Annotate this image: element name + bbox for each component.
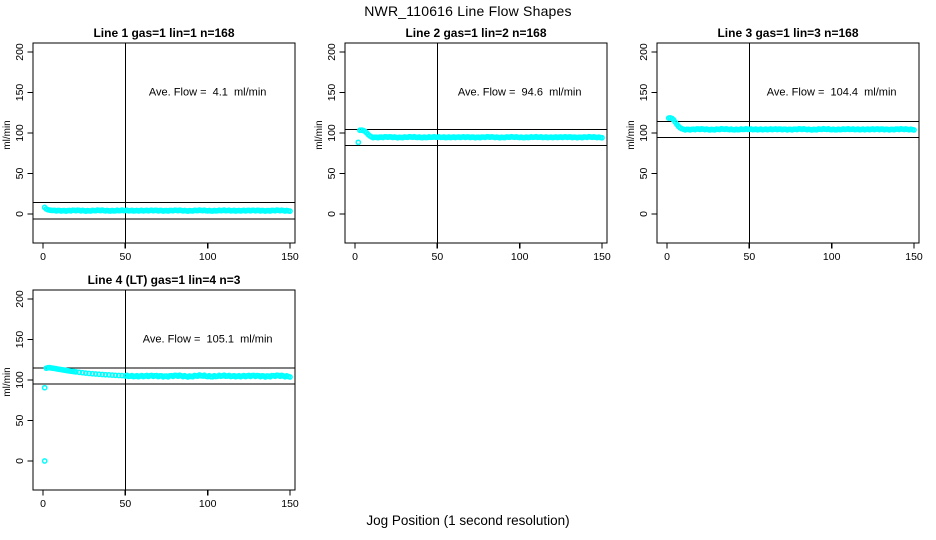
x-tick-label: 0: [352, 251, 358, 263]
x-tick-label: 150: [281, 251, 299, 263]
y-tick-label: 0: [638, 211, 650, 217]
panel-title: Line 3 gas=1 lin=3 n=168: [717, 26, 858, 40]
y-tick-label: 0: [326, 211, 338, 217]
x-tick-label: 150: [281, 498, 299, 510]
data-points: [665, 115, 917, 133]
panel-chart-1: Line 1 gas=1 lin=1 n=168 0 50 100 150 0 50 100 1…: [2, 26, 299, 263]
data-point: [79, 369, 86, 376]
y-tick-label: 50: [14, 168, 26, 180]
data-point: [106, 372, 112, 378]
x-tick-label: 50: [431, 251, 443, 263]
x-tick-label: 100: [199, 251, 217, 263]
figure-title: NWR_110616 Line Flow Shapes: [364, 3, 572, 19]
x-tick-label: 100: [199, 498, 217, 510]
y-tick-label: 50: [14, 415, 26, 427]
x-tick-label: 150: [593, 251, 611, 263]
data-point: [82, 370, 89, 376]
data-point: [911, 127, 917, 133]
data-point: [109, 372, 116, 378]
x-tick-label: 50: [119, 498, 131, 510]
data-point: [287, 374, 293, 380]
panel-title: Line 1 gas=1 lin=1 n=168: [93, 26, 234, 40]
plot-box: [32, 42, 296, 244]
plot-box: [344, 42, 608, 244]
panel-line-3: Line 3 gas=1 lin=3 n=168 0 50 100 150 0 50 100 1…: [624, 20, 936, 267]
outlier-point: [41, 384, 48, 391]
y-axis-label: ml/min: [626, 120, 637, 149]
data-point: [115, 372, 122, 379]
panel-line-4: Line 4 (LT) gas=1 lin=4 n=3 0 50 100 150 0 50 1…: [0, 267, 312, 514]
x-tick-label: 100: [511, 251, 529, 263]
y-tick-label: 150: [326, 84, 338, 102]
x-tick-label: 50: [743, 251, 755, 263]
data-point: [86, 370, 92, 377]
y-tick-label: 100: [14, 124, 26, 142]
x-tick-label: 50: [119, 251, 131, 263]
x-tick-label: 0: [40, 251, 46, 263]
y-tick-label: 0: [14, 458, 26, 464]
data-point: [112, 372, 119, 379]
y-tick-label: 50: [326, 168, 338, 180]
y-tick-label: 200: [326, 43, 338, 61]
data-point: [96, 371, 102, 378]
y-tick-label: 100: [638, 124, 650, 142]
panel-line-2: Line 2 gas=1 lin=2 n=168 0 50 100 150 0 50 100 1…: [312, 20, 624, 267]
average-flow-annotation: Ave. Flow = 104.4 ml/min: [767, 87, 897, 99]
y-tick-label: 50: [638, 168, 650, 180]
x-tick-label: 150: [905, 251, 923, 263]
x-tick-label: 100: [823, 251, 841, 263]
data-points: [41, 364, 293, 464]
outlier-point: [355, 139, 362, 146]
outlier-point: [41, 458, 48, 464]
y-tick-label: 0: [14, 211, 26, 217]
data-point: [73, 369, 79, 375]
plot-box: [32, 289, 296, 491]
data-point: [119, 372, 125, 379]
y-tick-label: 150: [638, 84, 650, 102]
x-axis-label: Jog Position (1 second resolution): [366, 513, 570, 528]
data-point: [92, 371, 99, 377]
data-point: [102, 371, 109, 378]
panel-chart-3: Line 3 gas=1 lin=3 n=168 0 50 100 150 0 50 100 1…: [626, 26, 923, 263]
panel-line-1: Line 1 gas=1 lin=1 n=168 0 50 100 150 0 50 100 1…: [0, 20, 312, 267]
data-point: [76, 369, 83, 376]
panel-chart-2: Line 2 gas=1 lin=2 n=168 0 50 100 150 0 50 100 1…: [314, 26, 611, 263]
y-axis-label: ml/min: [314, 120, 325, 149]
data-point: [89, 370, 96, 377]
y-tick-label: 200: [638, 43, 650, 61]
average-flow-annotation: Ave. Flow = 105.1 ml/min: [143, 334, 273, 346]
data-points: [41, 204, 293, 214]
y-tick-label: 200: [14, 290, 26, 308]
average-flow-annotation: Ave. Flow = 4.1 ml/min: [149, 87, 266, 99]
y-tick-label: 150: [14, 331, 26, 349]
y-tick-label: 150: [14, 84, 26, 102]
y-axis-label: ml/min: [2, 120, 13, 149]
x-tick-label: 0: [40, 498, 46, 510]
y-tick-label: 100: [14, 371, 26, 389]
x-tick-label: 0: [664, 251, 670, 263]
data-point: [99, 371, 106, 378]
panel-chart-4: Line 4 (LT) gas=1 lin=4 n=3 0 50 100 150 0 50 1…: [2, 273, 299, 510]
y-axis-label: ml/min: [2, 367, 13, 396]
plot-box: [656, 42, 920, 244]
panel-title: Line 2 gas=1 lin=2 n=168: [405, 26, 546, 40]
y-tick-label: 200: [14, 43, 26, 61]
data-point: [599, 134, 605, 141]
data-point: [287, 208, 293, 214]
data-points: [355, 127, 605, 146]
y-tick-label: 100: [326, 124, 338, 142]
panel-title: Line 4 (LT) gas=1 lin=4 n=3: [88, 273, 241, 287]
average-flow-annotation: Ave. Flow = 94.6 ml/min: [458, 87, 582, 99]
